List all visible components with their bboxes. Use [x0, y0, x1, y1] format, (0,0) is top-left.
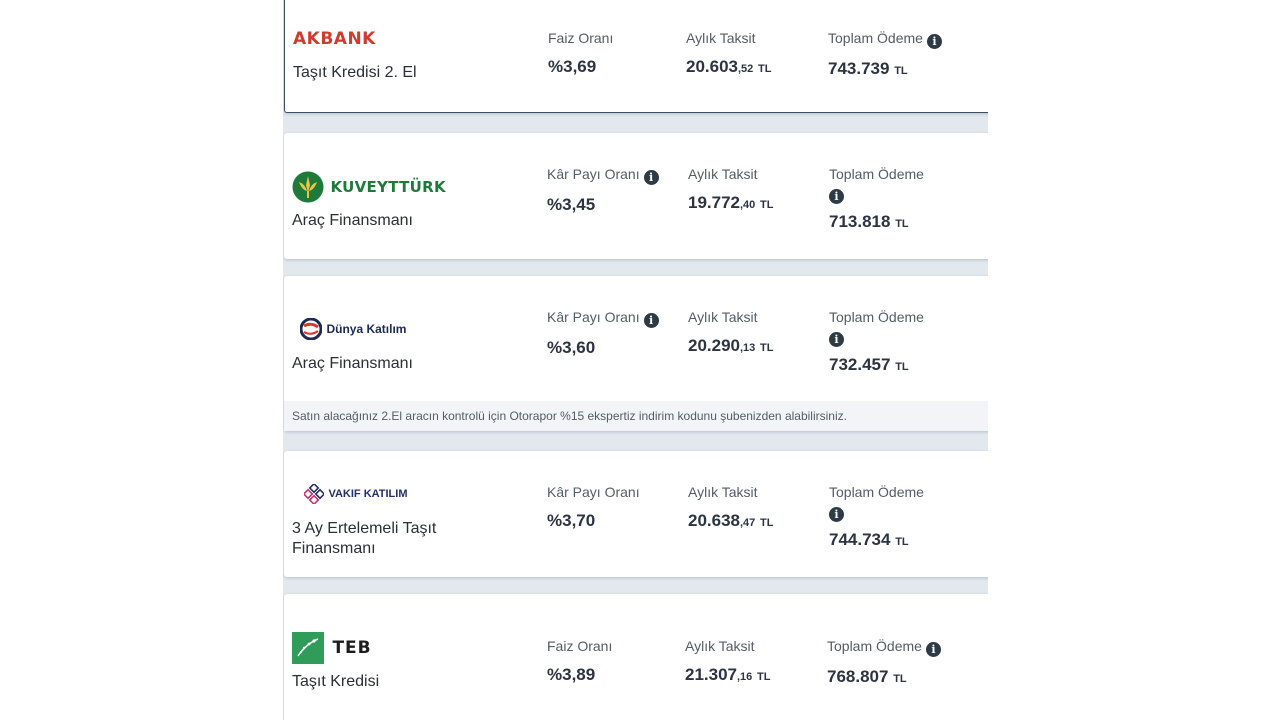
total-value: 713.818 TL	[829, 212, 909, 231]
installment-column: Aylık Taksit 20.638,47 TL	[688, 483, 773, 531]
total-label: Toplam Ödeme i	[827, 637, 941, 657]
offer-card-kuveytturk[interactable]: KUVEYTTÜRK Araç Finansmanı Kâr Payı Oran…	[284, 133, 988, 259]
rate-column: Kâr Payı Oranı i %3,60	[547, 308, 659, 358]
offer-note: Satın alacağınız 2.El aracın kontrolü iç…	[284, 401, 988, 431]
installment-label: Aylık Taksit	[688, 166, 758, 182]
product-name: Taşıt Kredisi	[292, 673, 380, 690]
vakif-katilim-emblem-icon	[302, 482, 326, 506]
installment-value: 19.772,40 TL	[688, 193, 774, 212]
dunya-katilim-emblem-icon	[299, 317, 323, 341]
installment-label: Aylık Taksit	[688, 484, 758, 500]
installment-label: Aylık Taksit	[685, 638, 755, 654]
installment-value: 20.603,52 TL	[686, 57, 772, 76]
rate-label: Faiz Oranı	[547, 638, 613, 654]
total-label: Toplam Ödeme	[829, 166, 924, 182]
total-label: Toplam Ödeme i	[828, 29, 942, 49]
installment-column: Aylık Taksit 20.290,13 TL	[688, 308, 773, 356]
rate-column: Kâr Payı Oranı %3,70	[547, 483, 640, 531]
rate-value: %3,60	[547, 338, 596, 357]
rate-value: %3,69	[548, 57, 597, 76]
total-value: 768.807 TL	[827, 667, 907, 686]
total-value: 743.739 TL	[828, 59, 908, 78]
total-label: Toplam Ödeme	[829, 309, 924, 325]
product-name: Taşıt Kredisi 2. El	[293, 64, 417, 81]
product-name: 3 Ay Ertelemeli Taşıt Finansmanı	[292, 520, 437, 557]
offer-card-teb[interactable]: TEB Taşıt Kredisi Faiz Oranı %3,89 Aylık…	[284, 594, 988, 720]
rate-column: Kâr Payı Oranı i %3,45	[547, 165, 659, 215]
rate-label: Kâr Payı Oranı i	[547, 165, 659, 185]
product-name: Araç Finansmanı	[292, 355, 413, 372]
installment-label: Aylık Taksit	[688, 309, 758, 325]
rate-label: Kâr Payı Oranı	[547, 484, 640, 500]
installment-label: Aylık Taksit	[686, 30, 756, 46]
info-icon[interactable]: i	[926, 34, 942, 49]
offers-list: AKBANK Taşıt Kredisi 2. El Faiz Oranı %3…	[283, 0, 988, 720]
offer-card-dunya-katilim[interactable]: Dünya Katılım Araç Finansmanı Kâr Payı O…	[284, 276, 988, 431]
rate-label: Kâr Payı Oranı i	[547, 308, 659, 328]
rate-column: Faiz Oranı %3,89	[547, 637, 612, 685]
installment-value: 20.638,47 TL	[688, 511, 774, 530]
info-icon[interactable]: i	[829, 507, 844, 522]
info-icon[interactable]: i	[829, 189, 844, 204]
info-icon[interactable]: i	[643, 170, 659, 185]
rate-column: Faiz Oranı %3,69	[548, 29, 613, 77]
akbank-logo: AKBANK	[293, 29, 376, 49]
total-label: Toplam Ödeme	[829, 484, 924, 500]
info-icon[interactable]: i	[643, 313, 659, 328]
offer-card-vakif-katilim[interactable]: VAKIF KATILIM 3 Ay Ertelemeli Taşıt Fina…	[284, 451, 988, 577]
total-value: 744.734 TL	[829, 530, 909, 549]
total-column: Toplam Ödeme i 713.818 TL	[829, 165, 924, 232]
installment-value: 21.307,16 TL	[685, 665, 771, 684]
installment-column: Aylık Taksit 20.603,52 TL	[686, 29, 771, 77]
rate-value: %3,89	[547, 665, 596, 684]
installment-column: Aylık Taksit 21.307,16 TL	[685, 637, 770, 685]
installment-column: Aylık Taksit 19.772,40 TL	[688, 165, 773, 213]
teb-emblem-icon	[292, 632, 324, 664]
info-icon[interactable]: i	[925, 642, 941, 657]
teb-logo: TEB	[292, 632, 372, 664]
kuveytturk-logo: KUVEYTTÜRK	[292, 171, 446, 203]
dunya-katilim-logo: Dünya Katılım	[299, 317, 406, 341]
rate-label: Faiz Oranı	[548, 30, 614, 46]
installment-value: 20.290,13 TL	[688, 336, 774, 355]
info-icon[interactable]: i	[829, 332, 844, 347]
product-name: Araç Finansmanı	[292, 212, 413, 229]
rate-value: %3,70	[547, 511, 596, 530]
total-value: 732.457 TL	[829, 355, 909, 374]
vakif-katilim-logo: VAKIF KATILIM	[302, 482, 407, 506]
offer-card-akbank[interactable]: AKBANK Taşıt Kredisi 2. El Faiz Oranı %3…	[284, 0, 988, 113]
total-column: Toplam Ödeme i 744.734 TL	[829, 483, 924, 550]
rate-value: %3,45	[547, 195, 596, 214]
total-column: Toplam Ödeme i 768.807 TL	[827, 637, 941, 687]
kuveytturk-emblem-icon	[292, 171, 324, 203]
total-column: Toplam Ödeme i 743.739 TL	[828, 29, 942, 79]
total-column: Toplam Ödeme i 732.457 TL	[829, 308, 924, 375]
